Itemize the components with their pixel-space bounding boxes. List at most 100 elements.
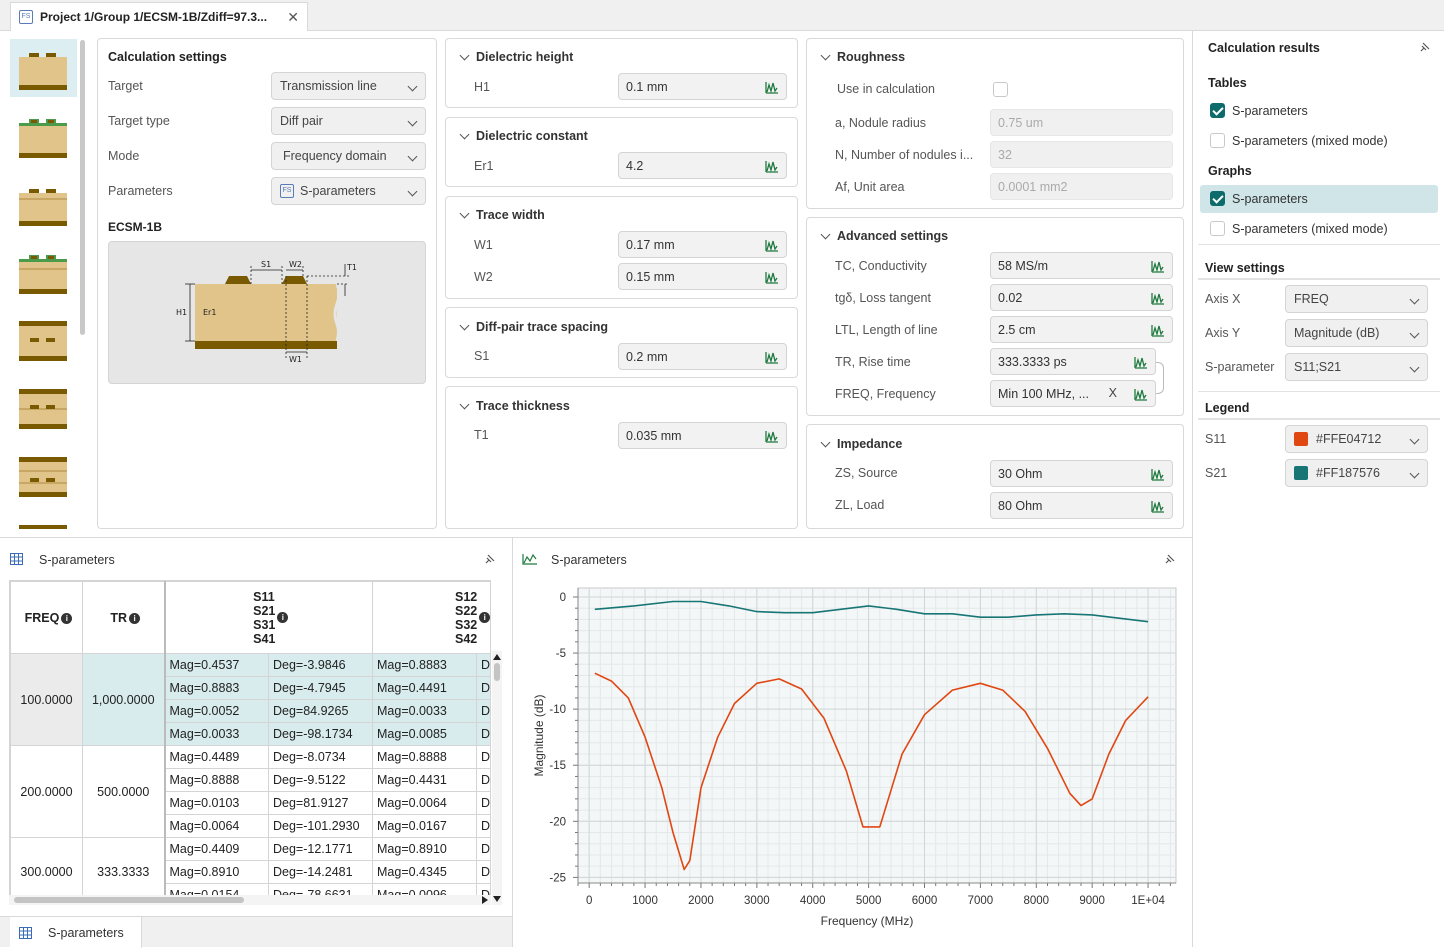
trace-width-header[interactable]: Trace width bbox=[458, 208, 545, 222]
s1-input[interactable]: 0.2 mm bbox=[618, 343, 787, 370]
graph-s-params-row[interactable] bbox=[1200, 185, 1438, 213]
value-cell[interactable]: Mag=0.4491 bbox=[372, 676, 477, 700]
value-cell[interactable]: Deg=81.9127 bbox=[268, 791, 373, 815]
dielectric-constant-header[interactable]: Dielectric constant bbox=[458, 129, 588, 143]
trace-spacing-header[interactable]: Diff-pair trace spacing bbox=[458, 320, 608, 334]
value-cell[interactable]: Mag=0.8883 bbox=[372, 653, 477, 677]
table-row[interactable]: 300.0000 333.3333 Mag=0.4409 Deg=-12.1771 Ma… bbox=[10, 837, 490, 904]
close-icon[interactable]: ✕ bbox=[287, 8, 299, 25]
value-cell[interactable]: Deg=84.9265 bbox=[268, 699, 373, 723]
value-cell[interactable]: De bbox=[476, 745, 490, 769]
structure-list-scrollbar[interactable] bbox=[80, 40, 85, 335]
axis-y-select[interactable]: Magnitude (dB) bbox=[1285, 319, 1428, 347]
value-cell[interactable]: De bbox=[476, 791, 490, 815]
impedance-header[interactable]: Impedance bbox=[819, 437, 902, 451]
value-cell[interactable]: Mag=0.0103 bbox=[163, 791, 269, 815]
value-cell[interactable]: De bbox=[476, 653, 490, 677]
axis-x-select[interactable]: FREQ bbox=[1285, 285, 1428, 313]
value-cell[interactable]: Mag=0.4489 bbox=[163, 745, 269, 769]
value-cell[interactable]: Deg=-98.1734 bbox=[268, 722, 373, 746]
source-impedance-input[interactable]: 30 Ohm bbox=[990, 460, 1173, 487]
value-cell[interactable]: De bbox=[476, 722, 490, 746]
value-cell[interactable]: Mag=0.8888 bbox=[163, 768, 269, 792]
bottom-tab-s-parameters[interactable]: S-parameters bbox=[10, 917, 142, 948]
value-cell[interactable]: Deg=-3.9846 bbox=[268, 653, 373, 677]
chart-icon[interactable] bbox=[764, 158, 780, 174]
structure-thumb-embedded-microstrip[interactable] bbox=[10, 175, 77, 233]
value-cell[interactable]: Mag=0.4345 bbox=[372, 860, 477, 884]
value-cell[interactable]: De bbox=[476, 699, 490, 723]
s11-column-header[interactable]: S11 S21 S31 S41 i bbox=[163, 581, 373, 654]
chart-icon[interactable] bbox=[1150, 290, 1166, 306]
s-parameters-chart[interactable]: 0 1000 2000 3000 4000 5000 6000 7000 8000 9000 1E+… bbox=[513, 578, 1193, 938]
structure-thumb-coated-embedded[interactable] bbox=[10, 243, 77, 301]
value-cell[interactable]: Deg=-101.2930 bbox=[268, 814, 373, 838]
value-cell[interactable]: De bbox=[476, 676, 490, 700]
freq-cell[interactable]: 100.0000 bbox=[10, 653, 83, 746]
value-cell[interactable]: Mag=0.8883 bbox=[163, 676, 269, 700]
advanced-settings-header[interactable]: Advanced settings bbox=[819, 229, 948, 243]
freq-cell[interactable]: 300.0000 bbox=[10, 837, 83, 904]
tr-cell[interactable]: 1,000.0000 bbox=[82, 653, 165, 746]
info-icon[interactable]: i bbox=[277, 612, 289, 623]
structure-thumb-partial[interactable] bbox=[10, 515, 77, 529]
chart-icon[interactable] bbox=[764, 269, 780, 285]
chart-icon[interactable] bbox=[1150, 498, 1166, 514]
value-cell[interactable]: Mag=0.4537 bbox=[163, 653, 269, 677]
unit-area-input[interactable]: 0.0001 mm2 bbox=[990, 173, 1173, 200]
conductivity-input[interactable]: 58 MS/m bbox=[990, 252, 1173, 279]
structure-thumb-stripline[interactable] bbox=[10, 311, 77, 369]
h1-input[interactable]: 0.1 mm bbox=[618, 73, 787, 100]
table-horizontal-scrollbar[interactable] bbox=[9, 895, 491, 905]
chart-icon[interactable] bbox=[764, 428, 780, 444]
legend-s11-color-select[interactable]: #FFE04712 bbox=[1285, 425, 1428, 453]
pin-icon[interactable] bbox=[1420, 42, 1430, 52]
value-cell[interactable]: Mag=0.0033 bbox=[372, 699, 477, 723]
roughness-header[interactable]: Roughness bbox=[819, 50, 905, 64]
clear-frequency-button[interactable]: X bbox=[1108, 386, 1117, 400]
tr-column-header[interactable]: TR i bbox=[82, 581, 165, 654]
table-vertical-scrollbar[interactable] bbox=[492, 651, 502, 905]
dielectric-height-header[interactable]: Dielectric height bbox=[458, 50, 573, 64]
structure-thumb-dual-stripline[interactable] bbox=[10, 447, 77, 505]
value-cell[interactable]: Mag=0.0167 bbox=[372, 814, 477, 838]
value-cell[interactable]: Deg=-14.2481 bbox=[268, 860, 373, 884]
structure-thumb-offset-stripline[interactable] bbox=[10, 379, 77, 437]
value-cell[interactable]: De bbox=[476, 814, 490, 838]
value-cell[interactable]: Deg=-12.1771 bbox=[268, 837, 373, 861]
value-cell[interactable]: Mag=0.0052 bbox=[163, 699, 269, 723]
info-icon[interactable]: i bbox=[479, 612, 490, 623]
w1-input[interactable]: 0.17 mm bbox=[618, 231, 787, 258]
structure-thumb-diff-microstrip[interactable] bbox=[10, 39, 77, 97]
pin-icon[interactable] bbox=[485, 554, 495, 564]
chart-icon[interactable] bbox=[1150, 322, 1166, 338]
nodule-radius-input[interactable]: 0.75 um bbox=[990, 109, 1173, 136]
chart-icon[interactable] bbox=[1133, 354, 1149, 370]
loss-tangent-input[interactable]: 0.02 bbox=[990, 284, 1173, 311]
table-mixed-checkbox[interactable] bbox=[1210, 133, 1225, 148]
w2-input[interactable]: 0.15 mm bbox=[618, 263, 787, 290]
value-cell[interactable]: De bbox=[476, 860, 490, 884]
parameters-select[interactable]: FS S-parameters bbox=[271, 177, 426, 205]
value-cell[interactable]: Mag=0.8910 bbox=[163, 860, 269, 884]
chart-icon[interactable] bbox=[764, 79, 780, 95]
value-cell[interactable]: Deg=-8.0734 bbox=[268, 745, 373, 769]
freq-column-header[interactable]: FREQ i bbox=[10, 581, 83, 654]
table-s-params-checkbox[interactable] bbox=[1210, 103, 1225, 118]
target-type-select[interactable]: Diff pair bbox=[271, 107, 426, 135]
chart-icon[interactable] bbox=[764, 349, 780, 365]
value-cell[interactable]: De bbox=[476, 837, 490, 861]
trace-thickness-header[interactable]: Trace thickness bbox=[458, 399, 570, 413]
structure-thumb-coated-microstrip[interactable] bbox=[10, 107, 77, 165]
value-cell[interactable]: Mag=0.0085 bbox=[372, 722, 477, 746]
er1-input[interactable]: 4.2 bbox=[618, 152, 787, 179]
line-length-input[interactable]: 2.5 cm bbox=[990, 316, 1173, 343]
value-cell[interactable]: Mag=0.0064 bbox=[163, 814, 269, 838]
value-cell[interactable]: Mag=0.4431 bbox=[372, 768, 477, 792]
rise-time-input[interactable]: 333.3333 ps bbox=[990, 348, 1156, 375]
nodule-count-input[interactable]: 32 bbox=[990, 141, 1173, 168]
s-parameter-select[interactable]: S11;S21 bbox=[1285, 353, 1428, 381]
